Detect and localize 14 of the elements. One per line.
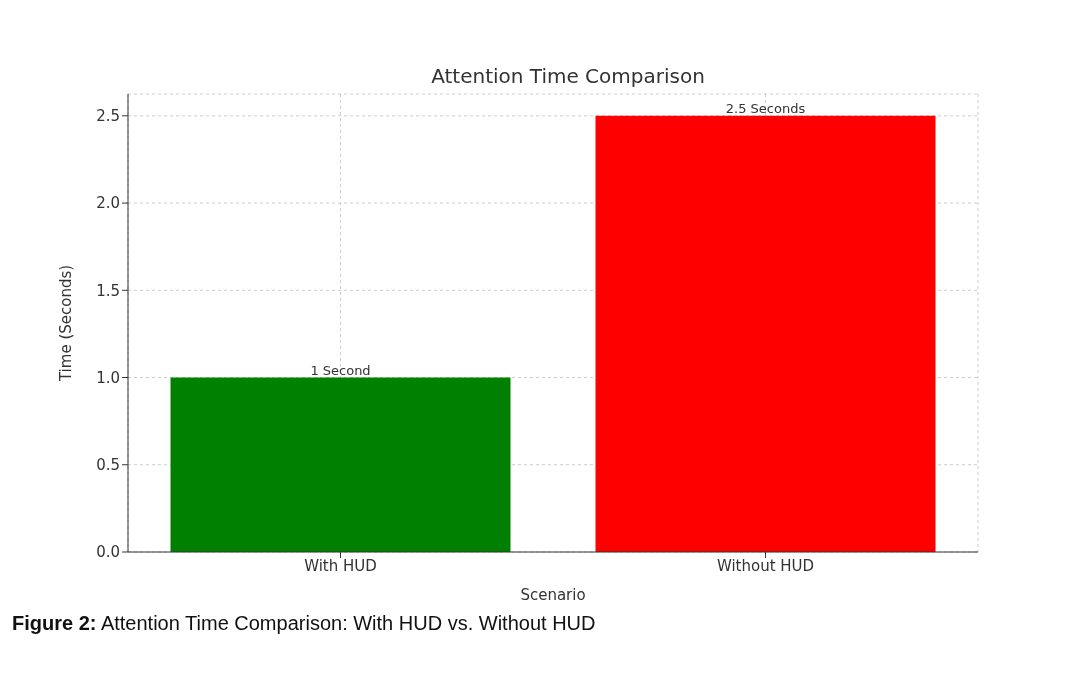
y-tick-label: 1.5 [96, 281, 120, 300]
y-tick-label: 2.5 [96, 107, 120, 126]
x-tick-label: With HUD [304, 556, 377, 575]
chart-title: Attention Time Comparison [430, 64, 706, 88]
y-tick-label: 0.0 [96, 543, 120, 562]
caption: Figure 2: Attention Time Comparison: With HUD vs. Without HUD [12, 612, 596, 634]
data-label: 2.5 Seconds [725, 100, 806, 116]
x-axis-title: Scenario [520, 586, 586, 604]
x-tick-label: Without HUD [716, 556, 815, 575]
y-axis-title: Time (Seconds) [57, 264, 76, 383]
data-label: 1 Second [310, 362, 371, 378]
y-tick-label: 0.5 [96, 456, 120, 475]
y-tick-label: 1.0 [96, 368, 120, 387]
y-tick-label: 2.0 [96, 194, 120, 213]
